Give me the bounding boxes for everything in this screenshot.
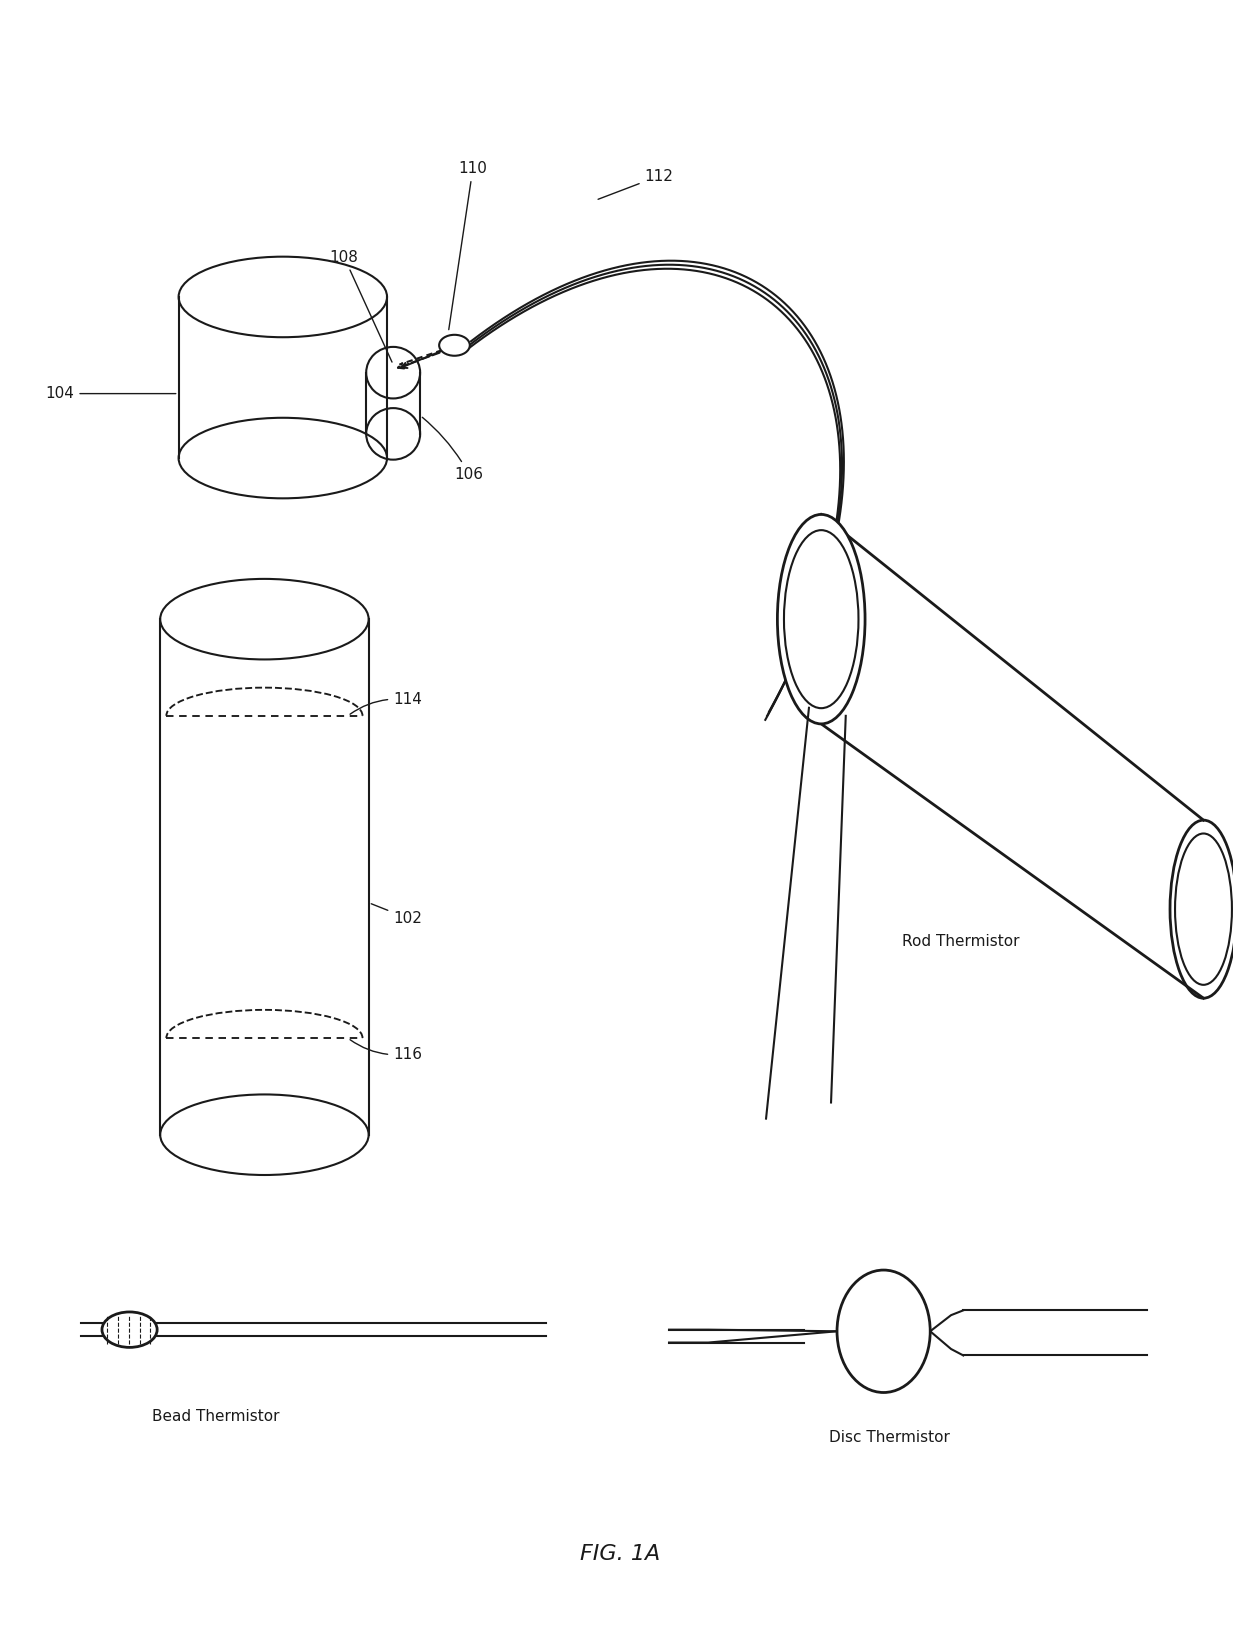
Text: 108: 108 <box>330 250 392 362</box>
Bar <box>179 297 387 458</box>
Text: 102: 102 <box>371 904 422 926</box>
Text: 110: 110 <box>449 161 487 330</box>
Text: 114: 114 <box>350 692 422 715</box>
Text: Rod Thermistor: Rod Thermistor <box>901 934 1019 949</box>
Text: Bead Thermistor: Bead Thermistor <box>151 1409 279 1424</box>
Ellipse shape <box>160 578 368 660</box>
Ellipse shape <box>439 335 470 356</box>
Ellipse shape <box>777 515 866 723</box>
Polygon shape <box>821 515 1204 998</box>
Circle shape <box>837 1271 930 1393</box>
Bar <box>366 372 420 434</box>
Text: 112: 112 <box>598 169 673 200</box>
Text: FIG. 1A: FIG. 1A <box>580 1544 660 1563</box>
Bar <box>160 619 368 1134</box>
Ellipse shape <box>102 1311 157 1347</box>
Ellipse shape <box>1171 821 1238 998</box>
Text: 104: 104 <box>46 387 176 401</box>
Ellipse shape <box>179 257 387 338</box>
Text: 116: 116 <box>350 1040 422 1061</box>
Text: 106: 106 <box>423 418 484 481</box>
Ellipse shape <box>366 346 420 398</box>
Text: Disc Thermistor: Disc Thermistor <box>830 1430 950 1445</box>
